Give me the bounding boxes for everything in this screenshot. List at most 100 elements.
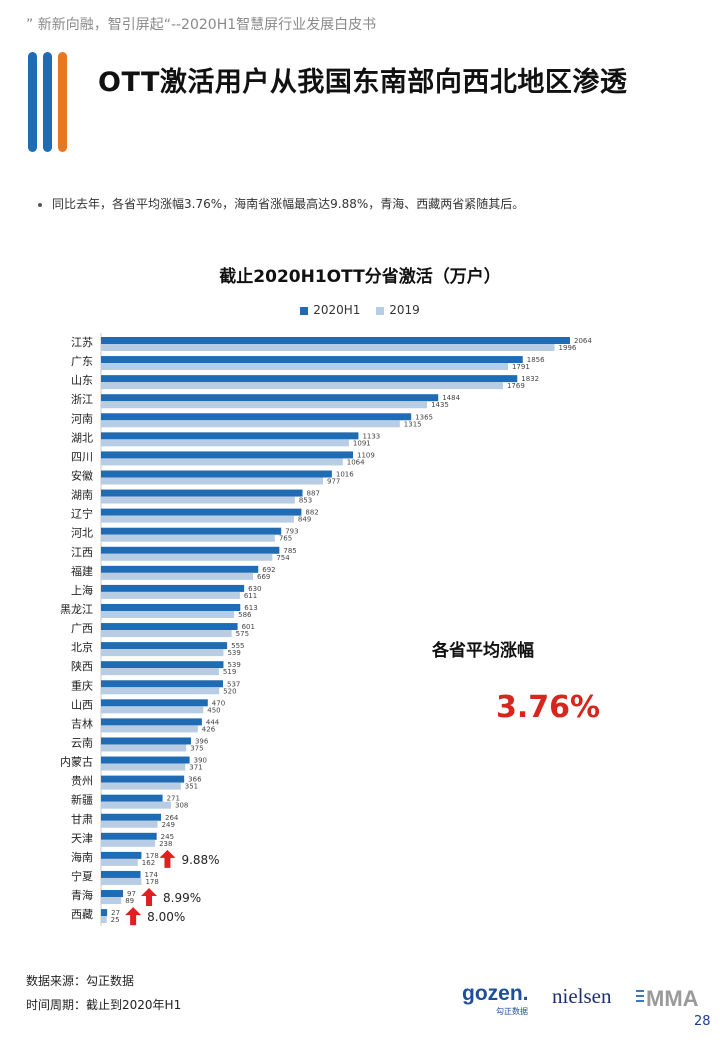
bar-2019 <box>101 801 171 809</box>
data-label-2019: 89 <box>125 897 134 905</box>
data-label-2019: 351 <box>185 783 198 791</box>
data-label-2019: 611 <box>244 592 257 600</box>
data-label-2019: 1091 <box>353 439 371 447</box>
bar-2020h1 <box>101 890 124 898</box>
partner-logos: gozen. 勾正数据 nielsen MMA <box>462 982 712 1022</box>
data-label-2020h1: 396 <box>195 737 209 745</box>
data-label-2019: 308 <box>175 802 188 810</box>
up-arrow-icon <box>159 849 176 868</box>
bar-2020h1 <box>101 356 523 364</box>
bar-2019 <box>101 649 224 657</box>
bar-2019 <box>101 763 186 771</box>
data-label-2020h1: 97 <box>127 890 136 898</box>
data-label-2020h1: 470 <box>212 699 225 707</box>
bar-2020h1 <box>101 661 224 669</box>
data-label-2020h1: 245 <box>161 833 174 841</box>
bar-2019 <box>101 610 235 618</box>
bar-2019 <box>101 363 508 371</box>
data-label-2020h1: 1133 <box>362 432 380 440</box>
data-label-2020h1: 174 <box>145 871 159 879</box>
bar-2020h1 <box>101 546 280 554</box>
bar-2020h1 <box>101 394 439 402</box>
data-label-2019: 1769 <box>507 382 525 390</box>
bar-2019 <box>101 382 503 390</box>
bar-2020h1 <box>101 527 282 535</box>
mma-logo: MMA <box>636 986 699 1011</box>
bar-2020h1 <box>101 851 142 859</box>
data-label-2019: 765 <box>279 535 292 543</box>
bar-2020h1 <box>101 375 518 383</box>
bar-2019 <box>101 591 240 599</box>
data-label-2020h1: 601 <box>242 623 255 631</box>
category-label: 辽宁 <box>71 507 93 521</box>
data-label-2019: 539 <box>227 649 240 657</box>
bar-2019 <box>101 344 555 351</box>
bar-2019 <box>101 515 294 523</box>
decorative-stripes <box>28 52 74 152</box>
bar-2020h1 <box>101 584 245 592</box>
bar-2020h1 <box>101 756 190 764</box>
data-label-2020h1: 692 <box>262 566 275 574</box>
category-label: 四川 <box>71 450 93 463</box>
bar-2019 <box>101 477 324 485</box>
data-label-2020h1: 539 <box>227 661 240 669</box>
bar-2020h1 <box>101 718 202 726</box>
bar-2019 <box>101 897 122 905</box>
category-label: 上海 <box>71 583 93 597</box>
data-label-2019: 853 <box>299 497 312 505</box>
legend-label-2019: 2019 <box>389 303 420 317</box>
data-label-2020h1: 793 <box>285 528 298 536</box>
legend-swatch-2019 <box>376 306 385 315</box>
data-label-2020h1: 887 <box>307 490 320 498</box>
growth-annotation: 8.99% <box>163 891 201 905</box>
data-label-2019: 519 <box>223 668 236 676</box>
bar-2019 <box>101 496 295 504</box>
bar-2019 <box>101 534 275 542</box>
up-arrow-icon <box>141 888 158 907</box>
bar-2020h1 <box>101 832 157 840</box>
bar-2020h1 <box>101 680 224 688</box>
data-label-2020h1: 1856 <box>527 356 545 364</box>
category-label: 云南 <box>71 736 93 749</box>
data-label-2020h1: 882 <box>305 509 318 517</box>
bar-2020h1 <box>101 337 570 344</box>
bar-2019 <box>101 725 198 733</box>
category-label: 青海 <box>71 888 93 902</box>
bar-2020h1 <box>101 642 228 650</box>
data-label-2020h1: 264 <box>165 814 179 822</box>
data-label-2020h1: 785 <box>283 547 296 555</box>
data-label-2019: 162 <box>142 859 155 867</box>
bar-2020h1 <box>101 565 259 573</box>
category-label: 广东 <box>71 355 93 368</box>
category-label: 河北 <box>71 527 93 540</box>
category-label: 江西 <box>71 546 93 559</box>
data-label-2019: 178 <box>145 878 158 886</box>
bar-2020h1 <box>101 813 161 821</box>
data-label-2019: 669 <box>257 573 270 581</box>
data-label-2019: 1996 <box>559 344 577 352</box>
data-source: 数据来源：勾正数据 <box>26 974 135 988</box>
page-number: 28 <box>694 1014 711 1029</box>
bar-2019 <box>101 744 187 752</box>
bullet-dot <box>38 202 42 207</box>
bar-2020h1 <box>101 737 191 745</box>
bar-2019 <box>101 877 142 885</box>
bar-2020h1 <box>101 699 208 707</box>
bar-2019 <box>101 630 232 638</box>
growth-annotation: 9.88% <box>181 853 219 867</box>
category-label: 西藏 <box>71 908 93 921</box>
bar-2020h1 <box>101 451 353 459</box>
category-label: 江苏 <box>71 336 93 349</box>
chart-title: 截止2020H1OTT分省激活（万户） <box>219 267 501 287</box>
bar-2020h1 <box>101 870 141 878</box>
bar-2019 <box>101 916 107 924</box>
data-label-2019: 754 <box>276 554 290 562</box>
bar-2020h1 <box>101 909 108 917</box>
data-label-2019: 426 <box>202 725 216 733</box>
category-label: 海南 <box>71 850 93 864</box>
bar-2019 <box>101 782 181 790</box>
chart-legend: 2020H1 2019 <box>0 303 720 317</box>
category-label: 北京 <box>71 640 93 654</box>
data-label-2020h1: 1484 <box>442 394 460 402</box>
